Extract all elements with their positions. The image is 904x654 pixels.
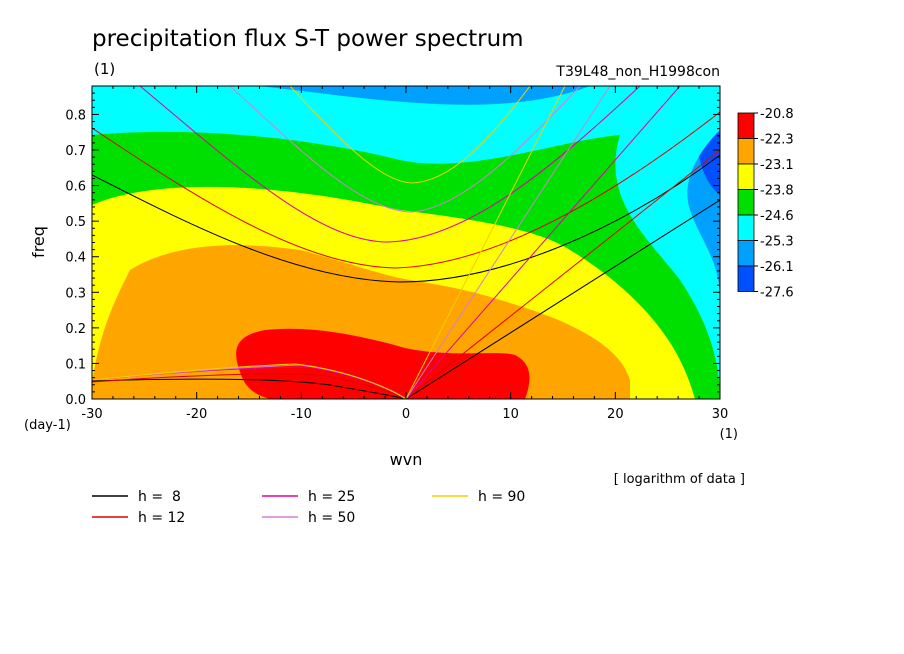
dispersion-curve-h8-kelvin — [405, 199, 720, 399]
colorbar-level-label: -24.6 — [760, 209, 794, 224]
x-axis-label: wvn — [390, 450, 423, 469]
dispersion-curve-h50-ig — [229, 86, 581, 213]
legend-entry-label: h = 8 — [138, 489, 181, 505]
dispersion-curve-h25-kelvin — [405, 86, 681, 399]
colorbar-swatch — [737, 163, 755, 190]
dispersion-curve-h8-ig — [92, 154, 720, 283]
legend-entry-label: h = 90 — [478, 489, 525, 505]
y-tick-label: 0.8 — [65, 108, 86, 123]
y-axis-label: freq — [29, 226, 48, 258]
dispersion-curve-h12-rossby — [92, 373, 407, 399]
legend-entry-label: h = 25 — [308, 489, 355, 505]
colorbar-swatch — [737, 112, 755, 139]
contour-band-level-2 — [236, 328, 530, 399]
colorbar-level-label: -22.3 — [760, 133, 794, 148]
dispersion-curve-h50-kelvin — [405, 86, 611, 399]
x-axis-tick-labels: -30 -20 -10 0 10 20 30 — [81, 407, 728, 422]
y-tick-label: 0.7 — [65, 144, 86, 159]
y-tick-label: 0.1 — [65, 357, 86, 372]
dispersion-curve-h90-ig — [289, 86, 531, 184]
colorbar-level-label: -23.1 — [760, 158, 794, 173]
colorbar-swatch — [737, 189, 755, 216]
colorbar-level-label: -23.8 — [760, 184, 794, 199]
dispersion-curve-h90-kelvin — [405, 86, 566, 399]
legend-entry-label: h = 50 — [308, 510, 355, 526]
colorbar-level-label: -26.1 — [760, 260, 794, 275]
y-tick-label: 0.3 — [65, 286, 86, 301]
y-axis-tick-labels: 0.0 0.1 0.2 0.3 0.4 0.5 0.6 0.7 0.8 — [65, 108, 86, 408]
colorbar-level-label: -20.8 — [760, 107, 794, 122]
dispersion-curve-h12-ig — [92, 111, 720, 269]
x-tick-label: 30 — [712, 407, 729, 422]
x-tick-label: -30 — [81, 407, 102, 422]
dispersion-curve-h12-kelvin — [405, 149, 720, 399]
x-tick-label: -20 — [186, 407, 207, 422]
colorbar-swatch — [737, 138, 755, 165]
y-tick-label: 0.2 — [65, 322, 86, 337]
x-tick-label: -10 — [291, 407, 312, 422]
x-unit-label: (1) — [720, 427, 738, 442]
colorbar-swatch — [737, 214, 755, 241]
legend-entry-label: h = 12 — [138, 510, 185, 526]
x-tick-label: 0 — [402, 407, 410, 422]
colorbar-swatch — [737, 265, 755, 292]
plot-area — [92, 86, 720, 399]
x-tick-label: 20 — [607, 407, 624, 422]
units-label: (1) — [94, 60, 115, 78]
y-tick-label: 0.5 — [65, 215, 86, 230]
y-unit-label: (day-1) — [24, 418, 71, 433]
dispersion-curve-h90-rossby — [92, 363, 407, 399]
dispersion-curve-h8-rossby — [92, 378, 407, 399]
colorbar-level-label: -27.6 — [760, 286, 794, 301]
experiment-label: T39L48_non_H1998con — [555, 64, 720, 80]
colorbar-swatch — [737, 240, 755, 267]
x-tick-label: 10 — [502, 407, 519, 422]
dispersion-curves — [92, 86, 720, 399]
y-tick-label: 0.0 — [65, 393, 86, 408]
dispersion-curve-h25-ig — [139, 86, 641, 243]
legend: h = 8 h = 12 h = 25 h = 50 h = 90 — [92, 489, 525, 526]
logarithm-note: [ logarithm of data ] — [614, 472, 745, 487]
y-tick-label: 0.4 — [65, 251, 86, 266]
axis-ticks — [91, 86, 721, 400]
colorbar: -20.8 -22.3 -23.1 -23.8 -24.6 -25.3 -26.1 -27.6 — [737, 107, 794, 301]
colorbar-level-label: -25.3 — [760, 235, 794, 250]
chart-title: precipitation flux S-T power spectrum — [92, 26, 524, 52]
y-tick-label: 0.6 — [65, 180, 86, 195]
